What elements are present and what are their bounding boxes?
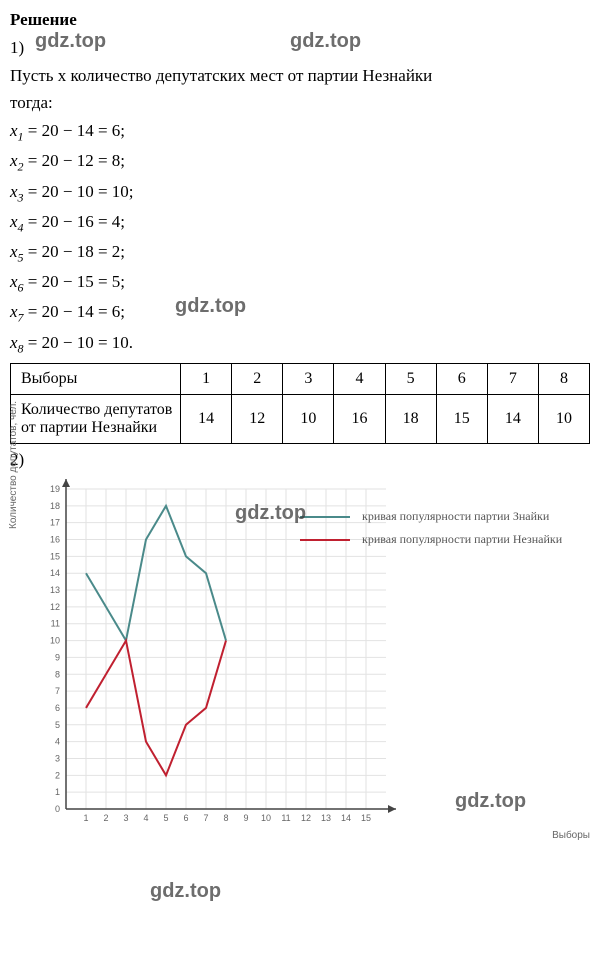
chart-legend: кривая популярности партии Знайки кривая … [300, 509, 562, 555]
part2-number: 2) [10, 448, 590, 472]
cell: 10 [538, 394, 589, 443]
svg-text:3: 3 [123, 813, 128, 823]
svg-text:17: 17 [50, 518, 60, 528]
svg-text:12: 12 [50, 602, 60, 612]
svg-text:9: 9 [55, 653, 60, 663]
cell: 14 [487, 394, 538, 443]
intro-line-2: тогда: [10, 91, 590, 115]
equation-line: x5 = 20 − 18 = 2; [10, 240, 590, 266]
svg-text:15: 15 [50, 552, 60, 562]
solution-heading: Решение [10, 8, 590, 32]
svg-text:4: 4 [55, 737, 60, 747]
cell: 7 [487, 363, 538, 394]
svg-text:18: 18 [50, 501, 60, 511]
cell: 4 [334, 363, 385, 394]
cell: 8 [538, 363, 589, 394]
table-row: Выборы 1 2 3 4 5 6 7 8 [11, 363, 590, 394]
legend-line-icon [300, 516, 350, 518]
cell: 16 [334, 394, 385, 443]
equation-line: x7 = 20 − 14 = 6; [10, 300, 590, 326]
legend-item: кривая популярности партии Незнайки [300, 532, 562, 547]
cell: 1 [181, 363, 232, 394]
watermark: gdz.top [150, 880, 221, 903]
chart-xlabel: Выборы [552, 830, 590, 841]
equation-line: x8 = 20 − 10 = 10. [10, 331, 590, 357]
svg-text:7: 7 [55, 687, 60, 697]
equations-block: x1 = 20 − 14 = 6; x2 = 20 − 12 = 8; x3 = 2… [10, 119, 590, 357]
legend-line-icon [300, 539, 350, 541]
intro-line-1: Пусть x количество депутатских мест от п… [10, 64, 590, 88]
svg-text:14: 14 [341, 813, 351, 823]
equation-line: x3 = 20 − 10 = 10; [10, 180, 590, 206]
cell: 10 [283, 394, 334, 443]
legend-text: кривая популярности партии Незнайки [362, 532, 562, 547]
cell: 2 [232, 363, 283, 394]
svg-text:8: 8 [55, 670, 60, 680]
cell: 18 [385, 394, 436, 443]
part1-number: 1) [10, 36, 590, 60]
legend-text: кривая популярности партии Знайки [362, 509, 549, 524]
svg-text:1: 1 [55, 788, 60, 798]
svg-text:10: 10 [261, 813, 271, 823]
equation-line: x4 = 20 − 16 = 4; [10, 210, 590, 236]
equation-line: x6 = 20 − 15 = 5; [10, 270, 590, 296]
svg-text:0: 0 [55, 804, 60, 814]
svg-text:5: 5 [55, 720, 60, 730]
svg-text:14: 14 [50, 569, 60, 579]
results-table: Выборы 1 2 3 4 5 6 7 8 Количество депута… [10, 363, 590, 444]
svg-text:13: 13 [50, 586, 60, 596]
svg-text:6: 6 [183, 813, 188, 823]
svg-text:8: 8 [223, 813, 228, 823]
svg-text:4: 4 [143, 813, 148, 823]
row1-label: Выборы [11, 363, 181, 394]
svg-text:9: 9 [243, 813, 248, 823]
chart-ylabel: Количество депутатов, чел. [8, 401, 19, 529]
row2-label: Количество депутатов от партии Незнайки [11, 394, 181, 443]
chart-area: Количество депутатов, чел. 0123456789101… [20, 479, 600, 839]
svg-text:11: 11 [281, 813, 290, 823]
svg-text:6: 6 [55, 703, 60, 713]
svg-text:15: 15 [361, 813, 371, 823]
svg-text:11: 11 [51, 619, 60, 629]
cell: 14 [181, 394, 232, 443]
cell: 3 [283, 363, 334, 394]
svg-text:5: 5 [163, 813, 168, 823]
cell: 15 [436, 394, 487, 443]
svg-text:16: 16 [50, 535, 60, 545]
svg-text:12: 12 [301, 813, 311, 823]
table-row: Количество депутатов от партии Незнайки … [11, 394, 590, 443]
legend-item: кривая популярности партии Знайки [300, 509, 562, 524]
svg-text:13: 13 [321, 813, 331, 823]
svg-text:7: 7 [203, 813, 208, 823]
equation-line: x2 = 20 − 12 = 8; [10, 149, 590, 175]
cell: 6 [436, 363, 487, 394]
cell: 12 [232, 394, 283, 443]
svg-text:2: 2 [55, 771, 60, 781]
svg-text:2: 2 [103, 813, 108, 823]
svg-text:3: 3 [55, 754, 60, 764]
svg-text:10: 10 [50, 636, 60, 646]
equation-line: x1 = 20 − 14 = 6; [10, 119, 590, 145]
cell: 5 [385, 363, 436, 394]
svg-text:19: 19 [50, 484, 60, 494]
svg-text:1: 1 [83, 813, 88, 823]
